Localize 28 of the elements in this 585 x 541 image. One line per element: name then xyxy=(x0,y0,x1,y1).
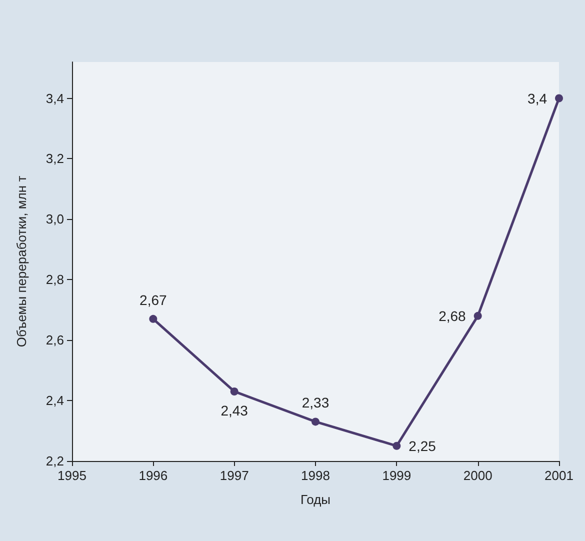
data-label: 2,25 xyxy=(408,438,436,454)
point xyxy=(555,94,563,102)
point xyxy=(149,314,158,323)
data-label: 2,67 xyxy=(140,292,168,308)
x-tick-label: 1996 xyxy=(138,468,168,483)
y-tick-label: 2,6 xyxy=(46,332,64,348)
data-label: 2,43 xyxy=(220,402,248,418)
y-tick-label: 2,8 xyxy=(46,272,64,288)
x-tick-label: 1995 xyxy=(58,468,86,483)
x-tick-label: 2001 xyxy=(544,468,574,483)
x-axis-title: Годы xyxy=(300,492,331,507)
point xyxy=(230,387,238,396)
y-tick-label: 2,4 xyxy=(46,393,64,408)
y-tick-label: 2,2 xyxy=(46,454,64,468)
y-tick-label: 3,4 xyxy=(46,90,64,106)
point xyxy=(312,418,320,426)
x-tick-label: 1998 xyxy=(301,468,330,483)
y-tick-label: 3,0 xyxy=(46,212,64,227)
data-label: 2,33 xyxy=(302,394,330,411)
point xyxy=(474,312,482,320)
x-tick-label: 1997 xyxy=(220,468,249,483)
data-label: 2,68 xyxy=(438,308,466,324)
y-axis-title: Объемы переработки, млн т xyxy=(14,176,29,348)
data-label: 3,4 xyxy=(528,90,548,106)
point xyxy=(392,442,401,450)
x-tick-label: 2000 xyxy=(463,468,492,483)
x-tick-label: 1999 xyxy=(382,468,412,483)
y-tick-label: 3,2 xyxy=(46,151,64,166)
